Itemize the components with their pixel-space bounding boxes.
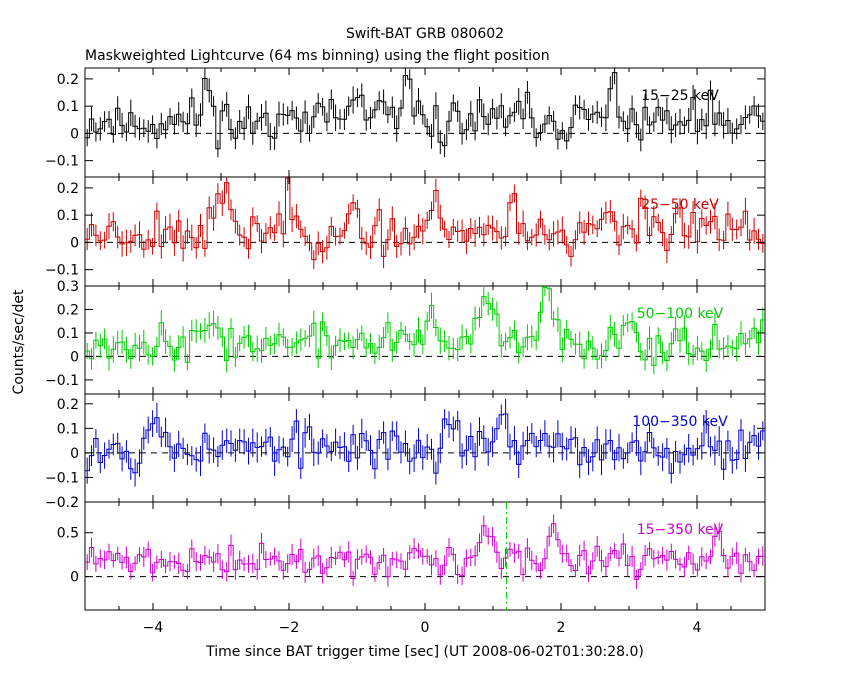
lightcurve-series (85, 413, 765, 474)
y-tick-label: 0 (70, 570, 79, 586)
y-tick-label: 0.5 (57, 526, 79, 542)
lightcurve-series (85, 72, 765, 150)
y-tick-label: −0.2 (45, 495, 79, 511)
y-tick-label: 0 (70, 126, 79, 142)
y-tick-label: 0 (70, 446, 79, 462)
energy-band-label: 50−100 keV (637, 306, 724, 322)
energy-band-label: 100−350 keV (632, 414, 728, 430)
x-tick-label: −4 (143, 620, 164, 636)
y-tick-label: 0.2 (57, 397, 79, 413)
chart-title: Swift-BAT GRB 080602 (346, 26, 504, 42)
y-tick-label: 0.3 (57, 279, 79, 295)
y-tick-label: −0.1 (45, 263, 79, 279)
energy-band-label: 15−350 keV (637, 522, 724, 538)
y-tick-label: 0 (70, 235, 79, 251)
x-tick-label: 0 (421, 620, 430, 636)
y-tick-label: 0.1 (57, 421, 79, 437)
x-tick-label: 2 (557, 620, 566, 636)
energy-band-label: 15−25 keV (641, 88, 719, 104)
lightcurve-series (85, 177, 765, 261)
y-tick-label: 0.2 (57, 181, 79, 197)
y-tick-label: 0.1 (57, 99, 79, 115)
energy-band-label: 25−50 keV (641, 197, 719, 213)
x-tick-label: 4 (693, 620, 702, 636)
chart-subtitle: Maskweighted Lightcurve (64 ms binning) … (85, 48, 550, 64)
y-tick-label: −0.1 (45, 154, 79, 170)
y-tick-label: −0.1 (45, 373, 79, 389)
y-axis-label: Counts/sec/det (11, 289, 27, 394)
lightcurve-series (85, 286, 765, 366)
y-tick-label: 0.2 (57, 302, 79, 318)
x-axis-label: Time since BAT trigger time [sec] (UT 20… (205, 644, 644, 660)
y-tick-label: −0.1 (45, 470, 79, 486)
y-tick-label: 0.2 (57, 72, 79, 88)
lightcurve-series (85, 523, 765, 580)
y-tick-label: 0 (70, 349, 79, 365)
y-tick-label: 0.1 (57, 208, 79, 224)
panels-group: −0.1 0 0.1 0.2 15−25 keV −0.1 0 0.1 0.2 25−50 keV… (45, 67, 766, 636)
y-tick-label: 0.1 (57, 326, 79, 342)
x-tick-label: −2 (279, 620, 300, 636)
